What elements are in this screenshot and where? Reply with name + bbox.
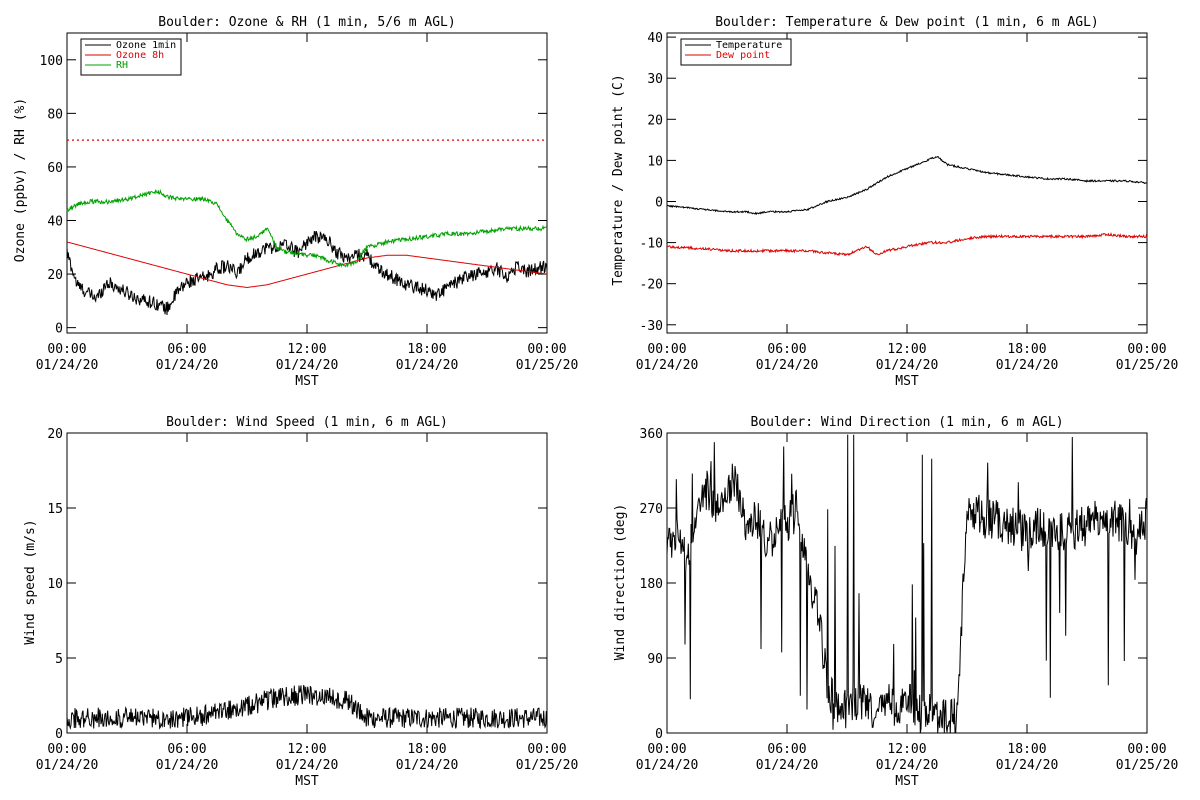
series-line xyxy=(66,230,548,316)
y-axis-label: Wind direction (deg) xyxy=(613,504,628,661)
x-tick-label-date: 01/24/20 xyxy=(276,758,339,773)
y-tick-label: 40 xyxy=(47,215,63,230)
x-tick-label-date: 01/24/20 xyxy=(156,758,219,773)
x-axis-label: MST xyxy=(895,374,919,389)
y-tick-label: 0 xyxy=(655,195,663,210)
x-tick-label-time: 00:00 xyxy=(527,742,566,757)
x-tick-label-time: 18:00 xyxy=(1007,742,1046,757)
x-tick-label-date: 01/24/20 xyxy=(36,358,99,373)
y-tick-label: 40 xyxy=(647,31,663,46)
legend-label: Ozone 1min xyxy=(116,40,176,51)
panel-ozone-rh: Boulder: Ozone & RH (1 min, 5/6 m AGL) O… xyxy=(13,15,578,389)
x-axis-label: MST xyxy=(295,774,319,789)
y-tick-label: 20 xyxy=(647,113,663,128)
y-tick-label: 15 xyxy=(47,502,63,517)
series-line xyxy=(66,188,548,268)
x-tick-label-date: 01/24/20 xyxy=(156,358,219,373)
y-tick-label: 10 xyxy=(647,154,663,169)
x-tick-label-date: 01/24/20 xyxy=(36,758,99,773)
plot-frame xyxy=(66,32,548,334)
y-tick-label: 10 xyxy=(47,577,63,592)
y-tick-label: 360 xyxy=(640,427,663,442)
y-tick-label: -10 xyxy=(640,237,663,252)
x-tick-label-time: 00:00 xyxy=(47,742,86,757)
x-tick-label-time: 06:00 xyxy=(167,342,206,357)
x-tick-label-time: 18:00 xyxy=(407,742,446,757)
x-tick-label-date: 01/24/20 xyxy=(876,758,939,773)
x-tick-label-time: 00:00 xyxy=(47,342,86,357)
series-line xyxy=(666,434,1148,734)
x-tick-label-date: 01/24/20 xyxy=(396,758,459,773)
panel-title: Boulder: Wind Direction (1 min, 6 m AGL) xyxy=(750,415,1063,430)
y-tick-label: -30 xyxy=(640,319,663,334)
legend-box xyxy=(680,38,792,66)
y-tick-label: 60 xyxy=(47,161,63,176)
y-tick-label: 0 xyxy=(55,322,63,337)
x-tick-label-time: 00:00 xyxy=(527,342,566,357)
y-tick-label: 0 xyxy=(655,727,663,742)
x-tick-label-date: 01/24/20 xyxy=(396,358,459,373)
x-tick-label-time: 06:00 xyxy=(167,742,206,757)
y-tick-label: 0 xyxy=(55,727,63,742)
y-axis-label: Wind speed (m/s) xyxy=(23,519,38,644)
plot-frame xyxy=(66,432,548,734)
panel-title: Boulder: Ozone & RH (1 min, 5/6 m AGL) xyxy=(158,15,455,30)
x-tick-label-date: 01/25/20 xyxy=(1116,758,1179,773)
panel-wind-dir: Boulder: Wind Direction (1 min, 6 m AGL)… xyxy=(613,415,1178,789)
legend-label: Dew point xyxy=(716,50,770,61)
x-tick-label-time: 06:00 xyxy=(767,742,806,757)
y-tick-label: 180 xyxy=(640,577,663,592)
x-tick-label-time: 12:00 xyxy=(287,742,326,757)
y-tick-label: 5 xyxy=(55,652,63,667)
x-tick-label-date: 01/25/20 xyxy=(516,758,579,773)
y-tick-label: 100 xyxy=(40,54,63,69)
x-tick-label-date: 01/24/20 xyxy=(876,358,939,373)
panel-title: Boulder: Temperature & Dew point (1 min,… xyxy=(715,15,1099,30)
legend-label: RH xyxy=(116,60,128,71)
y-tick-label: 30 xyxy=(647,72,663,87)
x-tick-label-time: 00:00 xyxy=(647,742,686,757)
x-tick-label-date: 01/24/20 xyxy=(756,358,819,373)
panel-wind-speed: Boulder: Wind Speed (1 min, 6 m AGL) Win… xyxy=(23,415,578,789)
y-tick-label: -20 xyxy=(640,278,663,293)
x-tick-label-date: 01/24/20 xyxy=(996,758,1059,773)
x-tick-label-time: 06:00 xyxy=(767,342,806,357)
y-tick-label: 20 xyxy=(47,268,63,283)
x-tick-label-date: 01/24/20 xyxy=(996,358,1059,373)
x-tick-label-time: 00:00 xyxy=(647,342,686,357)
x-axis-label: MST xyxy=(295,374,319,389)
legend-label: Ozone 8h xyxy=(116,50,164,61)
panel-title: Boulder: Wind Speed (1 min, 6 m AGL) xyxy=(166,415,448,430)
x-tick-label-time: 12:00 xyxy=(887,742,926,757)
x-tick-label-date: 01/24/20 xyxy=(636,358,699,373)
x-tick-label-date: 01/25/20 xyxy=(516,358,579,373)
y-axis-label: Ozone (ppbv) / RH (%) xyxy=(13,98,28,262)
x-tick-label-time: 12:00 xyxy=(287,342,326,357)
x-tick-label-date: 01/24/20 xyxy=(756,758,819,773)
series-line xyxy=(66,684,548,730)
y-axis-label: Temperature / Dew point (C) xyxy=(611,74,626,285)
x-tick-label-date: 01/24/20 xyxy=(636,758,699,773)
panel-temp-dew: Boulder: Temperature & Dew point (1 min,… xyxy=(611,15,1178,389)
x-tick-label-time: 00:00 xyxy=(1127,342,1166,357)
series-line xyxy=(66,241,548,289)
legend-label: Temperature xyxy=(716,40,782,51)
series-line xyxy=(667,156,1148,216)
y-tick-label: 80 xyxy=(47,107,63,122)
x-axis-label: MST xyxy=(895,774,919,789)
plot-frame xyxy=(666,432,1148,734)
x-tick-label-date: 01/25/20 xyxy=(1116,358,1179,373)
y-tick-label: 270 xyxy=(640,502,663,517)
x-tick-label-date: 01/24/20 xyxy=(276,358,339,373)
series-line xyxy=(666,232,1148,257)
y-tick-label: 90 xyxy=(647,652,663,667)
x-tick-label-time: 18:00 xyxy=(1007,342,1046,357)
y-tick-label: 20 xyxy=(47,427,63,442)
x-tick-label-time: 12:00 xyxy=(887,342,926,357)
x-tick-label-time: 00:00 xyxy=(1127,742,1166,757)
plot-frame xyxy=(666,32,1148,334)
x-tick-label-time: 18:00 xyxy=(407,342,446,357)
